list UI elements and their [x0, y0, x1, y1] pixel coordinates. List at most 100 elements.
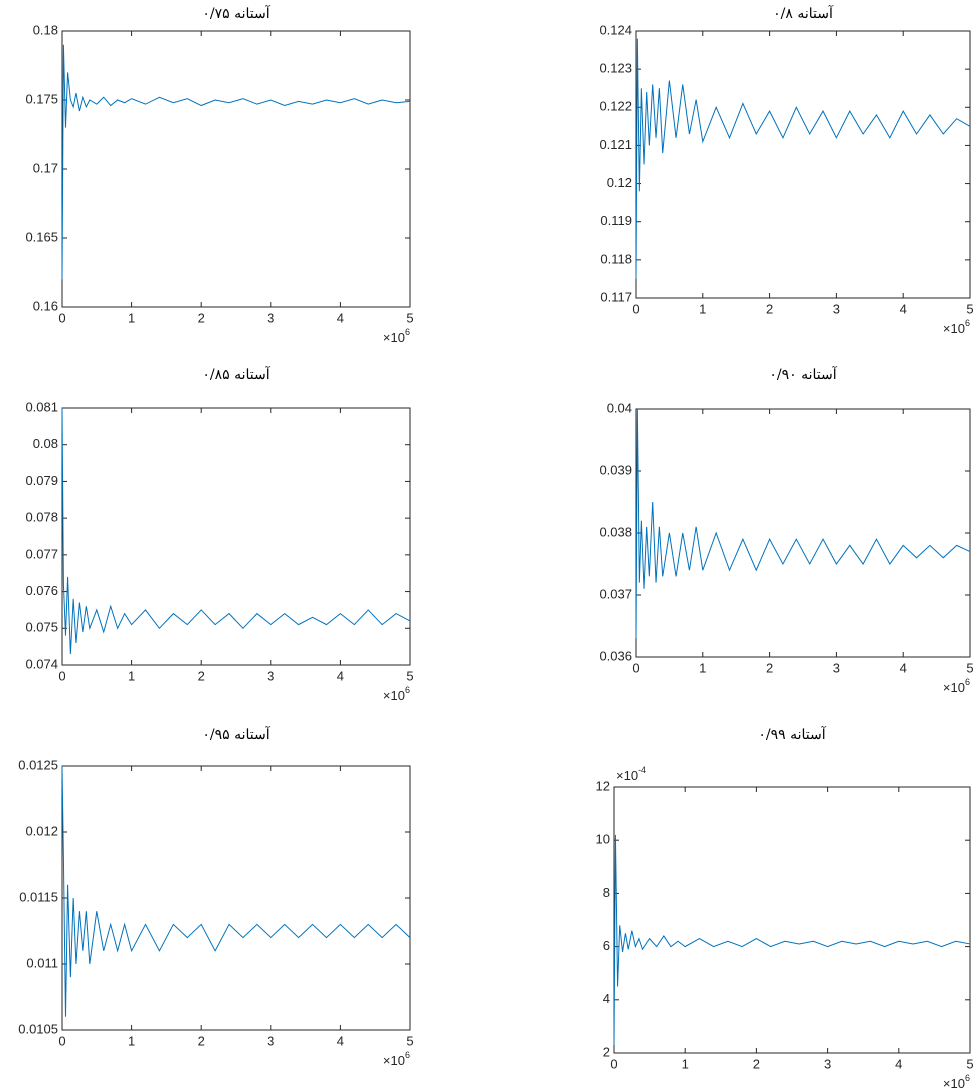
y-tick-label: 0.076 — [25, 583, 58, 598]
scale-exponent: 6 — [405, 1050, 410, 1060]
subplot: آستانه ۰/۸۵ 0.074 0.075 0.076 0.077 0.078 0.07… — [25, 365, 413, 703]
y-tick-label: 0.124 — [599, 22, 632, 37]
subplot-title: آستانه ۰/۸۵ — [202, 365, 270, 383]
subplot-title: آستانه ۰/۹۰ — [769, 365, 837, 383]
y-tick-label: 0.039 — [599, 462, 632, 477]
y-tick-label: 6 — [603, 938, 610, 953]
scale-exponent: 6 — [965, 677, 970, 687]
axis-scale-label: ×106 — [943, 1073, 970, 1088]
y-tick-label: 0.117 — [600, 289, 632, 304]
y-tick-label: 0.011 — [26, 955, 58, 970]
scale-base: ×10 — [383, 688, 405, 703]
scale-exponent: 6 — [405, 685, 410, 695]
y-tick-label: 0.074 — [25, 656, 58, 671]
axis-scale-label: ×106 — [383, 685, 410, 703]
x-tick-label: 5 — [966, 660, 973, 675]
x-tick-label: 1 — [128, 668, 135, 683]
scale-base: ×10 — [943, 680, 965, 695]
subplot-title: آستانه ۰/۹۹ — [758, 725, 826, 743]
axes-frame — [61, 407, 411, 666]
x-tick-label: 1 — [128, 1033, 135, 1048]
y-tick-label: 0.081 — [25, 399, 58, 414]
data-line — [61, 407, 411, 655]
x-tick-label: 5 — [406, 668, 413, 683]
scale-base: ×10 — [383, 1053, 405, 1068]
y-tick-label: 0.036 — [599, 648, 632, 663]
x-tick-label: 4 — [895, 1056, 902, 1071]
y-tick-label: 0.119 — [600, 213, 632, 228]
scale-base: ×10 — [616, 768, 638, 783]
x-tick-label: 1 — [128, 310, 135, 325]
y-tick-label: 0.16 — [33, 298, 58, 313]
x-tick-label: 3 — [267, 310, 274, 325]
axis-scale-label: ×106 — [943, 677, 970, 695]
y-tick-label: 0.12 — [607, 175, 632, 190]
scale-base: ×10 — [943, 321, 965, 336]
x-tick-label: 2 — [198, 1033, 205, 1048]
scale-exponent: 6 — [405, 327, 410, 337]
x-tick-label: 4 — [337, 310, 344, 325]
y-tick-label: 10 — [596, 832, 610, 847]
x-tick-label: 0 — [632, 660, 639, 675]
x-tick-label: 2 — [766, 301, 773, 316]
x-tick-label: 1 — [699, 301, 706, 316]
y-tick-label: 0.037 — [599, 586, 632, 601]
data-line — [61, 765, 411, 1017]
scale-base: ×10 — [383, 330, 405, 345]
y-tick-label: 0.0125 — [18, 757, 58, 772]
scale-exponent: -4 — [638, 765, 646, 775]
y-tick-label: 0.075 — [25, 620, 58, 635]
axis-scale-label: ×10-4 — [616, 765, 646, 783]
x-tick-label: 3 — [267, 668, 274, 683]
x-tick-label: 2 — [766, 660, 773, 675]
x-tick-label: 3 — [833, 301, 840, 316]
y-tick-label: 0.079 — [25, 473, 58, 488]
y-tick-label: 0.04 — [607, 400, 632, 415]
y-tick-label: 4 — [603, 991, 610, 1006]
x-tick-label: 5 — [966, 1056, 973, 1071]
x-tick-label: 0 — [610, 1056, 617, 1071]
x-tick-label: 1 — [699, 660, 706, 675]
data-line — [61, 44, 411, 280]
y-tick-label: 8 — [603, 885, 610, 900]
y-tick-label: 0.122 — [599, 99, 632, 114]
scale-exponent: 6 — [965, 1073, 970, 1083]
x-tick-label: 1 — [682, 1056, 689, 1071]
axes-frame — [635, 30, 971, 299]
y-tick-label: 0.08 — [33, 436, 58, 451]
subplot-title: آستانه ۰/۸ — [773, 4, 834, 22]
y-tick-label: 0.0105 — [18, 1021, 58, 1036]
data-line — [635, 38, 971, 279]
x-tick-label: 2 — [198, 310, 205, 325]
y-tick-label: 0.175 — [25, 91, 58, 106]
axes-frame — [61, 30, 411, 308]
data-line — [613, 834, 971, 1046]
subplot: آستانه ۰/۹۵ 0.0105 0.011 0.0115 0.012 0.0125 0… — [18, 725, 413, 1068]
y-tick-label: 0.012 — [25, 823, 58, 838]
axes-frame — [61, 765, 411, 1031]
y-tick-label: 12 — [596, 778, 610, 793]
axis-scale-label: ×106 — [383, 327, 410, 345]
subplot-title: آستانه ۰/۹۵ — [202, 725, 270, 743]
x-tick-label: 0 — [58, 310, 65, 325]
y-tick-label: 0.038 — [599, 524, 632, 539]
y-tick-label: 0.165 — [25, 229, 58, 244]
y-tick-label: 0.077 — [25, 546, 58, 561]
subplot: آستانه ۰/۹۰ 0.036 0.037 0.038 0.039 0.04 0 1 2 3 4… — [599, 365, 973, 695]
scale-base: ×10 — [943, 1076, 965, 1088]
axis-scale-label: ×106 — [943, 318, 970, 336]
y-tick-label: 0.17 — [33, 160, 58, 175]
x-tick-label: 5 — [406, 310, 413, 325]
subplot: آستانه ۰/۸ 0.117 0.118 0.119 0.12 0.121 0.122 0… — [599, 4, 973, 336]
y-tick-label: 0.123 — [599, 61, 632, 76]
y-tick-label: 0.118 — [600, 251, 632, 266]
x-tick-label: 5 — [966, 301, 973, 316]
x-tick-label: 3 — [824, 1056, 831, 1071]
data-line — [635, 408, 971, 639]
x-tick-label: 0 — [58, 668, 65, 683]
axis-scale-label: ×106 — [383, 1050, 410, 1068]
scale-exponent: 6 — [965, 318, 970, 328]
